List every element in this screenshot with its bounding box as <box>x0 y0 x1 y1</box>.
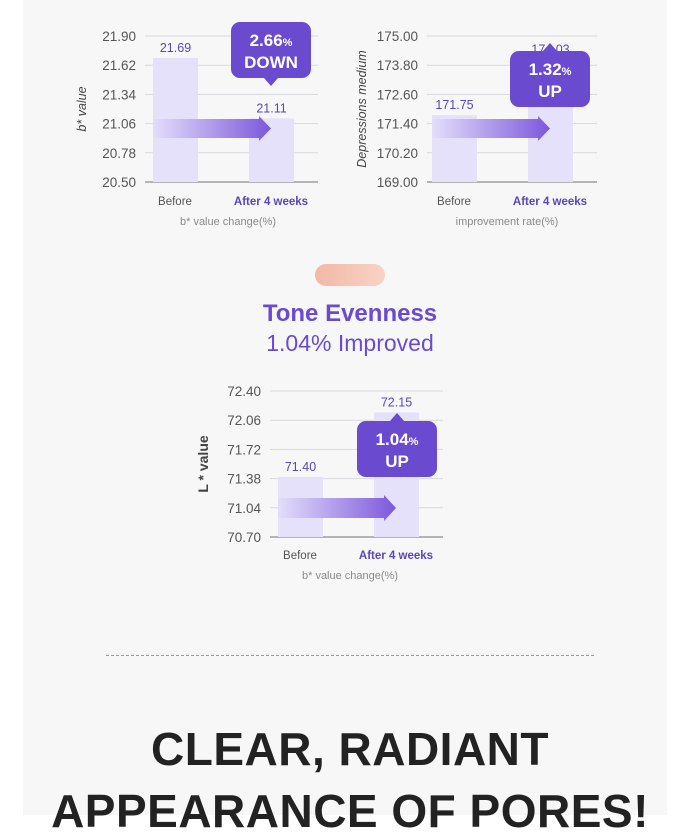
y-tick-label: 71.38 <box>227 472 261 487</box>
x-category-label: After 4 weeks <box>513 196 587 208</box>
badge-pointer <box>543 43 557 51</box>
y-tick-label: 169.00 <box>377 175 418 190</box>
x-axis-caption: improvement rate(%) <box>456 216 559 228</box>
data-label: 21.11 <box>256 101 286 115</box>
badge-percent: 2.66% <box>250 31 293 50</box>
badge-unit: % <box>283 37 293 49</box>
y-tick-label: 21.90 <box>102 29 136 44</box>
y-tick-label: 175.00 <box>377 29 418 44</box>
y-tick-label: 21.34 <box>102 87 136 102</box>
y-tick-label: 21.06 <box>102 117 136 132</box>
y-tick-label: 171.40 <box>377 117 418 132</box>
y-tick-label: 20.78 <box>102 146 136 161</box>
data-label: 171.75 <box>435 98 473 112</box>
change-arrow <box>153 116 271 141</box>
depressions-chart: 175.00 173.80 172.60 171.40 170.20 169.00 171.… <box>355 29 597 228</box>
change-arrow <box>278 495 396 521</box>
badge-percent: 1.32% <box>529 60 572 79</box>
badge-pointer <box>390 413 404 421</box>
data-label: 21.69 <box>160 41 191 55</box>
badge-direction: UP <box>538 82 562 101</box>
change-arrow <box>432 116 550 141</box>
badge-direction: DOWN <box>244 53 298 72</box>
y-axis-label: L * value <box>195 435 211 493</box>
headline-line-2: APPEARANCE OF PORES! <box>51 785 649 837</box>
y-axis-label: Depressions medium <box>355 50 369 167</box>
x-axis-caption: b* value change(%) <box>302 570 398 582</box>
x-category-label: Before <box>158 196 192 208</box>
y-tick-label: 172.60 <box>377 87 418 102</box>
y-tick-label: 71.04 <box>227 501 261 516</box>
change-badge <box>510 51 590 107</box>
badge-direction: UP <box>385 452 409 471</box>
badge-percent: 1.04% <box>376 430 419 449</box>
y-tick-label: 21.62 <box>102 58 136 73</box>
headline-line-1: CLEAR, RADIANT <box>151 723 549 775</box>
y-tick-label: 20.50 <box>102 175 136 190</box>
y-tick-label: 72.06 <box>227 413 261 428</box>
y-tick-label: 71.72 <box>227 442 261 457</box>
x-axis-caption: b* value change(%) <box>180 216 276 228</box>
data-label: 72.15 <box>381 395 412 409</box>
change-badge <box>357 421 437 477</box>
b-value-chart: 21.90 21.62 21.34 21.06 20.78 20.50 21.69 21.11… <box>75 22 318 228</box>
y-tick-label: 170.20 <box>377 146 418 161</box>
y-tick-label: 70.70 <box>227 530 261 545</box>
badge-pointer <box>264 78 278 86</box>
y-tick-label: 72.40 <box>227 384 261 399</box>
x-category-label: After 4 weeks <box>234 196 308 208</box>
l-value-chart: 72.40 72.06 71.72 71.38 71.04 70.70 71.40 72.15… <box>195 384 443 582</box>
section-title: Tone Evenness <box>262 300 438 327</box>
y-tick-label: 173.80 <box>377 58 418 73</box>
dashed-divider <box>106 655 594 656</box>
decorative-pill <box>315 264 385 286</box>
x-category-label: After 4 weeks <box>359 550 433 562</box>
section-subtitle: 1.04% Improved <box>266 330 434 356</box>
badge-unit: % <box>409 436 419 448</box>
x-category-label: Before <box>283 550 317 562</box>
x-category-label: Before <box>437 196 471 208</box>
data-label: 71.40 <box>285 460 316 474</box>
change-badge <box>231 22 311 78</box>
y-axis-label: b* value <box>75 86 89 131</box>
badge-unit: % <box>562 66 572 78</box>
